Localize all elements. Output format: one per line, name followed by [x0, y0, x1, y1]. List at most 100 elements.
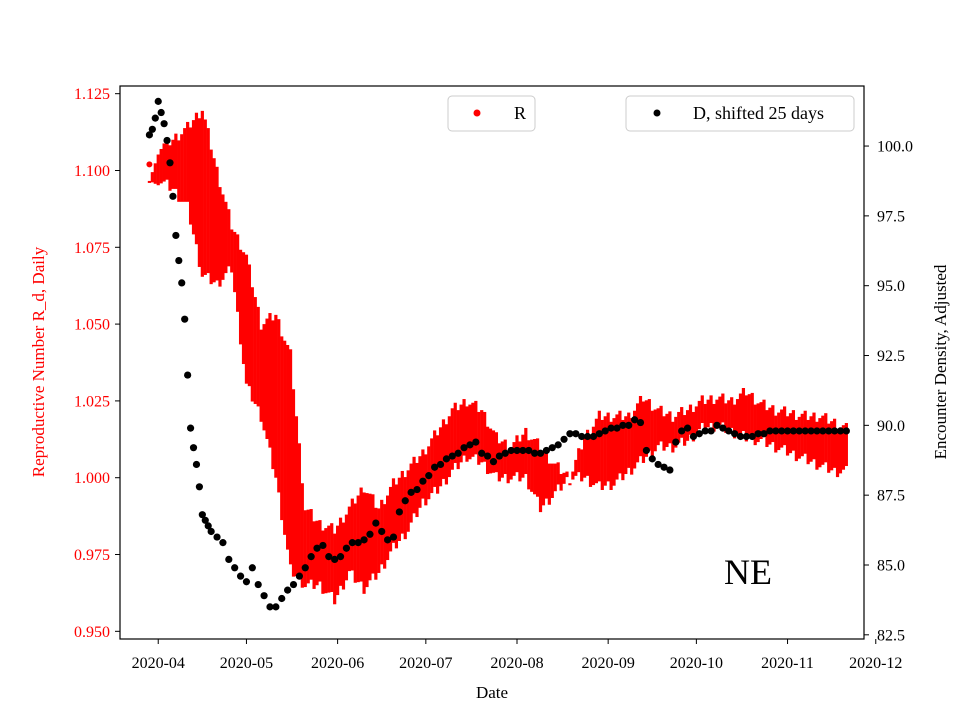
- r-band-day: [412, 456, 416, 514]
- r-band-day: [756, 403, 760, 443]
- legend-d-marker: [653, 109, 661, 117]
- d-point: [289, 580, 298, 589]
- d-point: [460, 444, 468, 452]
- r-band-day: [697, 400, 701, 430]
- d-point: [172, 231, 180, 240]
- r-band-day: [236, 234, 240, 312]
- y-right-tick-label: 82.5: [877, 627, 905, 644]
- d-point: [625, 421, 633, 429]
- x-axis-label: Date: [476, 683, 508, 702]
- d-point: [766, 427, 774, 435]
- r-band-day: [491, 430, 496, 473]
- legend-d: D, shifted 25 days: [625, 95, 855, 132]
- d-point: [395, 508, 403, 516]
- d-point: [384, 536, 392, 544]
- d-point: [163, 136, 171, 145]
- r-band-day: [812, 412, 816, 460]
- r-band-day: [580, 449, 584, 482]
- r-band-day: [709, 395, 713, 424]
- r-band-day: [762, 399, 766, 437]
- r-band-day: [609, 421, 613, 490]
- r-band-day: [600, 419, 604, 490]
- r-band-day: [656, 408, 660, 446]
- r-band-day: [694, 406, 698, 436]
- y-left-axis: 0.950 0.975 1.000 1.025 1.050 1.075 1.100 1.125: [74, 86, 120, 641]
- y-left-tick-label: 1.050: [74, 317, 110, 334]
- r-band-day: [150, 172, 154, 183]
- y-right-tick-label: 92.5: [877, 348, 905, 365]
- d-point: [719, 424, 727, 432]
- r-band-day: [300, 483, 304, 588]
- r-band-day: [724, 403, 728, 433]
- r-band-day: [253, 297, 257, 404]
- y-right-tick-label: 87.5: [877, 488, 905, 505]
- r-band-day: [744, 395, 748, 442]
- d-point: [372, 519, 380, 527]
- r-band-day: [403, 477, 407, 540]
- r-band-day: [233, 231, 237, 293]
- d-point: [566, 430, 574, 438]
- r-band-day: [703, 403, 707, 432]
- r-band-day: [821, 415, 825, 465]
- legend-r-marker: [473, 109, 481, 117]
- r-band-day: [215, 166, 219, 281]
- r-band-day: [462, 399, 466, 456]
- r-band-day: [556, 462, 560, 485]
- r-band-day: [200, 110, 204, 277]
- r-band-day: [750, 392, 754, 436]
- r-band-day: [841, 425, 846, 470]
- r-band-day: [324, 528, 328, 594]
- d-point: [401, 497, 409, 505]
- r-band-day: [753, 404, 757, 446]
- d-point: [151, 114, 159, 122]
- d-point: [531, 449, 539, 457]
- r-band-day: [241, 252, 246, 365]
- d-point: [145, 131, 154, 139]
- r-band-day: [765, 410, 769, 447]
- r-band-day: [615, 414, 619, 480]
- r-band-day: [162, 143, 166, 182]
- d-point: [654, 460, 662, 469]
- r-band-day: [421, 449, 425, 499]
- d-point: [295, 572, 303, 580]
- r-band-day: [450, 408, 454, 470]
- r-band-day: [191, 120, 196, 235]
- r-band-day: [718, 396, 722, 425]
- d-point: [607, 424, 615, 432]
- r-band-day: [650, 410, 654, 458]
- r-band-day: [386, 495, 390, 561]
- r-band-day: [747, 394, 751, 439]
- r-band-day: [391, 478, 396, 543]
- r-band-day: [621, 419, 625, 481]
- y-right-tick-label: 85.0: [877, 557, 905, 574]
- r-band-day: [294, 416, 299, 577]
- d-point: [148, 125, 156, 133]
- d-point: [583, 432, 592, 441]
- r-band-day: [274, 314, 278, 478]
- r-band-day: [597, 410, 601, 482]
- r-band-day: [533, 439, 537, 495]
- r-band-day: [527, 440, 531, 490]
- d-point: [181, 315, 189, 323]
- x-tick-label: 2020-08: [490, 655, 543, 672]
- r-band-day: [565, 471, 569, 478]
- r-band-day: [727, 400, 731, 431]
- d-point: [642, 446, 650, 455]
- d-point: [466, 441, 474, 449]
- d-point: [548, 444, 556, 452]
- r-band-day: [147, 180, 152, 183]
- d-point: [331, 555, 339, 564]
- r-band-day: [168, 145, 172, 191]
- r-band-day: [771, 405, 775, 443]
- r-band-day: [180, 134, 184, 202]
- d-point: [842, 427, 850, 435]
- r-band-day: [244, 254, 249, 384]
- d-point: [360, 536, 368, 544]
- x-tick-label: 2020-06: [311, 655, 364, 672]
- r-band-day: [644, 400, 648, 457]
- d-point: [478, 449, 486, 457]
- d-point: [448, 452, 456, 460]
- y-right-tick-label: 100.0: [877, 139, 913, 156]
- r-band-day: [212, 158, 216, 283]
